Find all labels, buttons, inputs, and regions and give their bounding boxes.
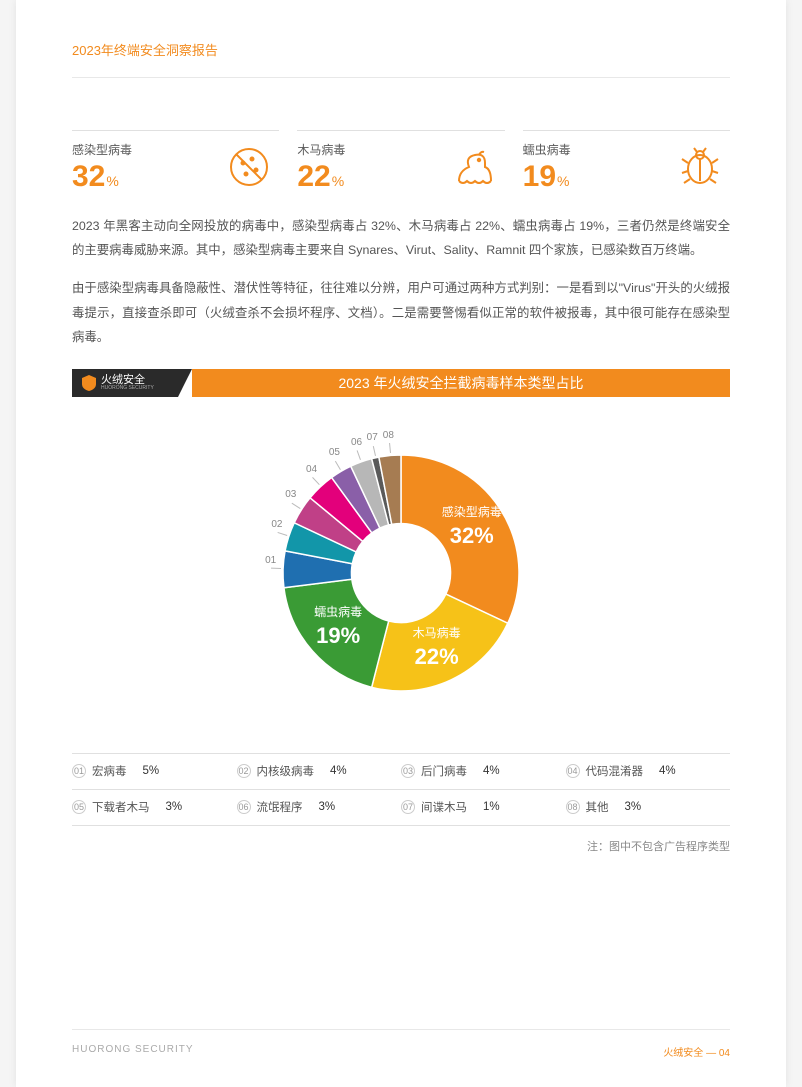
legend-table: 01宏病毒5%02内核级病毒4%03后门病毒4%04代码混淆器4%05下载者木马… [72, 753, 730, 826]
footer-brand: HUORONG SECURITY [72, 1044, 194, 1059]
paragraph-1: 2023 年黑客主动向全网投放的病毒中，感染型病毒占 32%、木马病毒占 22%… [72, 214, 730, 262]
legend-cell: 04代码混淆器4% [566, 763, 731, 779]
legend-cell: 01宏病毒5% [72, 763, 237, 779]
chart-note: 注：图中不包含广告程序类型 [72, 838, 730, 854]
slice-label: 木马病毒22% [413, 625, 461, 673]
legend-row: 05下载者木马3%06流氓程序3%07间谍木马1%08其他3% [72, 790, 730, 826]
leader-label: 02 [271, 519, 282, 530]
slice-label: 蠕虫病毒19% [314, 605, 362, 653]
leader-label: 04 [306, 464, 317, 475]
page-footer: HUORONG SECURITY 火绒安全 — 04 [72, 1029, 730, 1059]
brand-logo: 火绒安全 HUORONG SECURITY [72, 369, 192, 397]
paragraph-2: 由于感染型病毒具备隐蔽性、潜伏性等特征，往往难以分辨，用户可通过两种方式判别：一… [72, 276, 730, 349]
trojan-icon [451, 143, 499, 196]
stat-trojan: 木马病毒 22% [297, 130, 504, 192]
worm-icon [676, 143, 724, 196]
leader-label: 01 [265, 555, 276, 566]
chart-title: 2023 年火绒安全拦截病毒样本类型占比 [192, 369, 730, 397]
stat-row: 感染型病毒 32% 木马病毒 22% [72, 130, 730, 192]
virus-icon [225, 143, 273, 196]
leader-label: 06 [351, 437, 362, 448]
page-header-title: 2023年终端安全洞察报告 [72, 40, 730, 78]
footer-page: 火绒安全 — 04 [663, 1044, 730, 1059]
legend-cell: 03后门病毒4% [401, 763, 566, 779]
donut-chart: 感染型病毒32% 木马病毒22% 蠕虫病毒19% 01 02 03 04 05 06 07 08 [72, 397, 730, 749]
leader-label: 03 [285, 489, 296, 500]
legend-cell: 02内核级病毒4% [237, 763, 402, 779]
legend-cell: 08其他3% [566, 799, 731, 815]
chart-header: 火绒安全 HUORONG SECURITY 2023 年火绒安全拦截病毒样本类型… [72, 369, 730, 397]
leader-label: 08 [383, 430, 394, 441]
stat-worm: 蠕虫病毒 19% [523, 130, 730, 192]
leader-label: 07 [367, 432, 378, 443]
legend-row: 01宏病毒5%02内核级病毒4%03后门病毒4%04代码混淆器4% [72, 754, 730, 790]
legend-cell: 07间谍木马1% [401, 799, 566, 815]
stat-infectious: 感染型病毒 32% [72, 130, 279, 192]
legend-cell: 06流氓程序3% [237, 799, 402, 815]
legend-cell: 05下载者木马3% [72, 799, 237, 815]
leader-label: 05 [329, 447, 340, 458]
slice-label: 感染型病毒32% [442, 504, 502, 552]
report-page: 2023年终端安全洞察报告 感染型病毒 32% 木马病毒 22% [16, 0, 786, 1087]
